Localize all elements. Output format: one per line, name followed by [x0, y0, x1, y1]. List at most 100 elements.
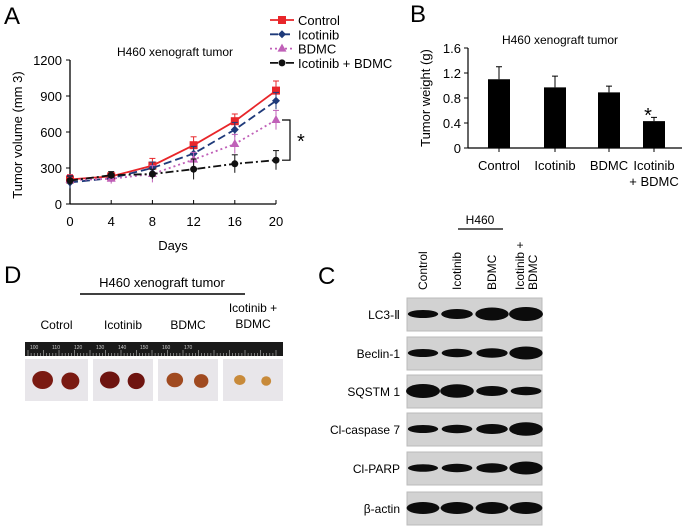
blot-band: [407, 349, 439, 357]
bar: [598, 92, 620, 148]
x-tick-label: 20: [269, 214, 283, 229]
chart-b-ylabel: Tumor weight (g): [418, 49, 433, 147]
x-tick-label: 16: [228, 214, 242, 229]
data-point: [230, 139, 240, 147]
blot-band: [441, 424, 473, 434]
chart-a-ylabel: Tumor volume (mm 3): [10, 71, 25, 198]
blot-band: [509, 307, 543, 321]
x-tick-label: 0: [66, 214, 73, 229]
ruler-label: 100: [30, 345, 39, 351]
tumor: [166, 372, 184, 388]
y-tick-label: 0: [55, 197, 62, 212]
data-point: [189, 141, 198, 150]
legend-marker: [278, 30, 286, 39]
data-point: [231, 160, 239, 168]
photos-title: H460 xenograft tumor: [99, 275, 225, 290]
ruler-label: 150: [140, 345, 149, 351]
data-point: [190, 165, 198, 173]
blot-band: [475, 307, 509, 321]
blot-band: [475, 502, 509, 514]
lane-label: BDMC: [485, 254, 499, 290]
blot-band: [441, 309, 473, 319]
chart-b-title: H460 xenograft tumor: [502, 33, 618, 47]
x-tick-label: + BDMC: [629, 174, 678, 189]
tumor: [194, 374, 209, 388]
x-tick-label: Icotinib: [534, 158, 575, 173]
y-tick-label: 1200: [33, 53, 62, 68]
blot-band: [406, 384, 440, 398]
lane-label: Control: [416, 251, 430, 290]
y-tick-label: 600: [40, 125, 62, 140]
group-label: Icotinib: [104, 318, 142, 332]
tumor: [99, 371, 120, 389]
x-tick-label: Icotinib: [633, 158, 674, 173]
blot-band: [476, 348, 508, 358]
blot-row-label: β-actin: [364, 502, 400, 516]
blot-band: [441, 463, 473, 473]
panel-label-d: D: [4, 262, 21, 289]
legend-label: Control: [298, 13, 340, 28]
blot-band: [407, 425, 439, 433]
data-point: [272, 86, 280, 95]
blot-row-label: Cl-caspase 7: [330, 423, 400, 437]
legend-marker: [278, 59, 286, 67]
panel-label-c: C: [318, 263, 335, 290]
western-blot: H460 Control Icotinib BDMC Icotinib + BDMCLC…: [330, 213, 543, 526]
tumor: [127, 372, 145, 390]
ruler-label: 130: [96, 345, 105, 351]
group-label: BDMC: [235, 317, 271, 331]
legend-marker: [277, 43, 287, 52]
series-line-1: [69, 100, 277, 184]
blot-band: [509, 346, 543, 360]
blot-band: [441, 348, 473, 358]
blot-band: [509, 422, 543, 436]
y-tick-label: 900: [40, 89, 62, 104]
legend-marker: [278, 16, 286, 24]
y-tick-label: 0.4: [443, 116, 461, 131]
legend-label: BDMC: [298, 42, 336, 57]
data-point: [148, 170, 156, 178]
ruler-label: 120: [74, 345, 83, 351]
series-line-3: [69, 159, 277, 182]
tumor-photos: H460 xenograft tumor Cotrol Icotinib BDMC I…: [25, 275, 283, 401]
data-point: [107, 171, 115, 179]
data-point: [230, 125, 239, 134]
ruler-label: 110: [52, 345, 60, 351]
blot-row-label: Beclin-1: [357, 347, 401, 361]
blot-row-label: SQSTM 1: [347, 385, 400, 399]
panel-label-a: A: [4, 3, 20, 30]
data-point: [272, 96, 280, 105]
data-point: [272, 156, 280, 164]
blot-band: [407, 464, 439, 472]
blot-band: [509, 461, 543, 475]
x-tick-label: BDMC: [590, 158, 628, 173]
blot-band: [476, 424, 508, 434]
ruler-label: 160: [162, 345, 171, 351]
significance-asterisk: *: [297, 131, 305, 153]
legend-label: Icotinib + BDMC: [298, 56, 392, 71]
significance-asterisk: *: [644, 105, 652, 127]
x-tick-label: 12: [186, 214, 200, 229]
chart-b: H460 xenograft tumor Tumor weight (g) 0 0…: [418, 33, 682, 189]
ruler-label: 140: [118, 345, 127, 351]
significance-bracket: [282, 119, 291, 161]
data-point: [271, 115, 281, 123]
blot-band: [440, 384, 474, 398]
photo-background: [223, 359, 283, 401]
tumor: [61, 372, 80, 390]
blot-cell-line: H460: [466, 213, 495, 227]
chart-a-title: H460 xenograft tumor: [117, 45, 233, 59]
data-point: [230, 117, 239, 126]
lane-label: Icotinib +: [513, 242, 527, 290]
bar: [643, 121, 665, 148]
blot-band: [407, 310, 439, 318]
legend-label: Icotinib: [298, 27, 339, 42]
blot-band: [406, 502, 440, 514]
x-tick-label: 4: [108, 214, 115, 229]
y-tick-label: 1.6: [443, 41, 461, 56]
bar: [488, 79, 510, 148]
y-tick-label: 0.8: [443, 91, 461, 106]
tumor: [234, 375, 246, 385]
lane-label: Icotinib: [450, 252, 464, 290]
